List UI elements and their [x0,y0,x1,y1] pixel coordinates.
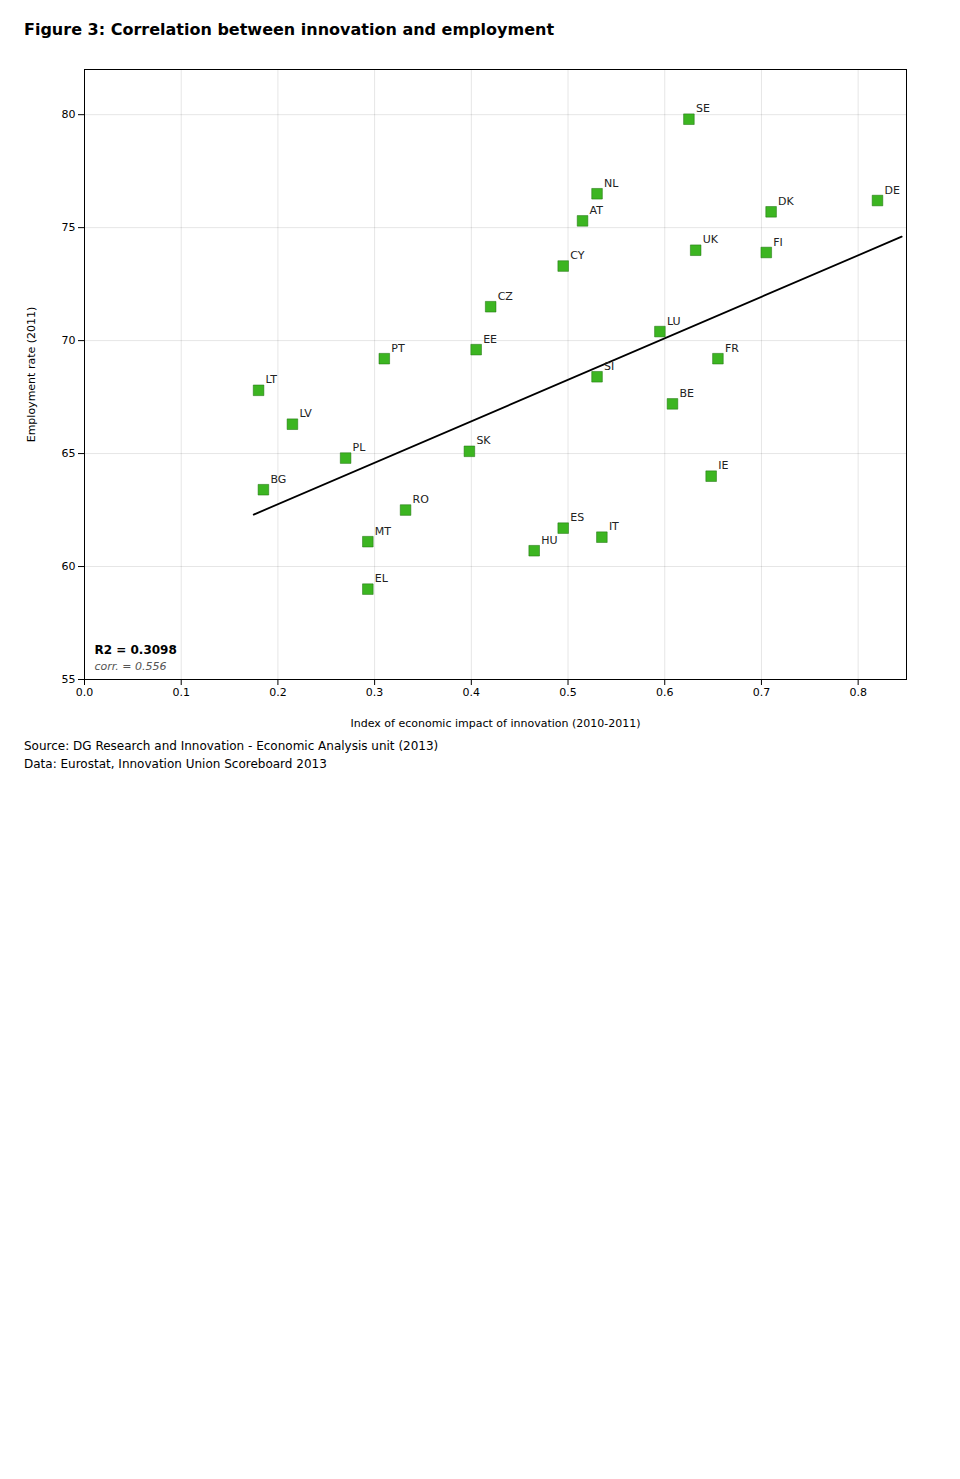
svg-text:FI: FI [773,236,783,249]
html-text:Source: DG Research and Innova: Source: DG Research and Innovation - Eco… [24,739,439,753]
svg-text:R2 = 0.3098: R2 = 0.3098 [95,643,177,657]
svg-text:UK: UK [703,233,719,246]
svg-text:Index of economic impact of in: Index of economic impact of innovation (… [351,717,641,730]
svg-text:Employment rate (2011): Employment rate (2011) [25,307,38,443]
svg-text:0.2: 0.2 [269,686,287,699]
svg-text:RO: RO [413,493,430,506]
svg-text:0.3: 0.3 [366,686,384,699]
svg-text:70: 70 [62,334,76,347]
svg-text:LU: LU [667,315,681,328]
svg-text:DE: DE [884,184,899,197]
svg-text:75: 75 [62,221,76,234]
svg-text:DK: DK [778,195,794,208]
svg-text:0.0: 0.0 [76,686,94,699]
svg-text:BG: BG [270,473,286,486]
svg-text:SE: SE [696,102,710,115]
svg-text:0.5: 0.5 [559,686,577,699]
svg-text:PT: PT [391,342,405,355]
svg-text:55: 55 [62,673,76,686]
svg-text:corr. = 0.556: corr. = 0.556 [95,660,167,673]
svg-text:HU: HU [541,534,557,547]
svg-text:AT: AT [590,204,604,217]
svg-text:EE: EE [483,333,497,346]
svg-text:IT: IT [609,520,619,533]
svg-text:CZ: CZ [498,290,514,303]
svg-text:0.6: 0.6 [656,686,674,699]
svg-text:60: 60 [62,560,76,573]
html-text:Data: Eurostat, Innovation Uni: Data: Eurostat, Innovation Union Scorebo… [24,757,327,771]
svg-text:EL: EL [375,572,389,585]
svg-text:MT: MT [375,525,391,538]
svg-text:IE: IE [718,459,728,472]
svg-text:LV: LV [299,407,312,420]
svg-text:FR: FR [725,342,739,355]
svg-text:CY: CY [570,249,584,262]
svg-text:0.7: 0.7 [753,686,771,699]
svg-text:0.1: 0.1 [172,686,190,699]
svg-text:80: 80 [62,108,76,121]
svg-text:ES: ES [570,511,584,524]
svg-text:SK: SK [476,434,491,447]
svg-text:65: 65 [62,447,76,460]
html-text:Figure 3: Correlation between: Figure 3: Correlation between innovation… [24,20,554,39]
svg-text:0.4: 0.4 [463,686,481,699]
svg-text:0.8: 0.8 [849,686,867,699]
svg-text:PL: PL [353,441,367,454]
svg-text:SI: SI [604,360,614,373]
svg-text:NL: NL [604,177,619,190]
svg-text:BE: BE [679,387,694,400]
svg-text:LT: LT [266,373,278,386]
